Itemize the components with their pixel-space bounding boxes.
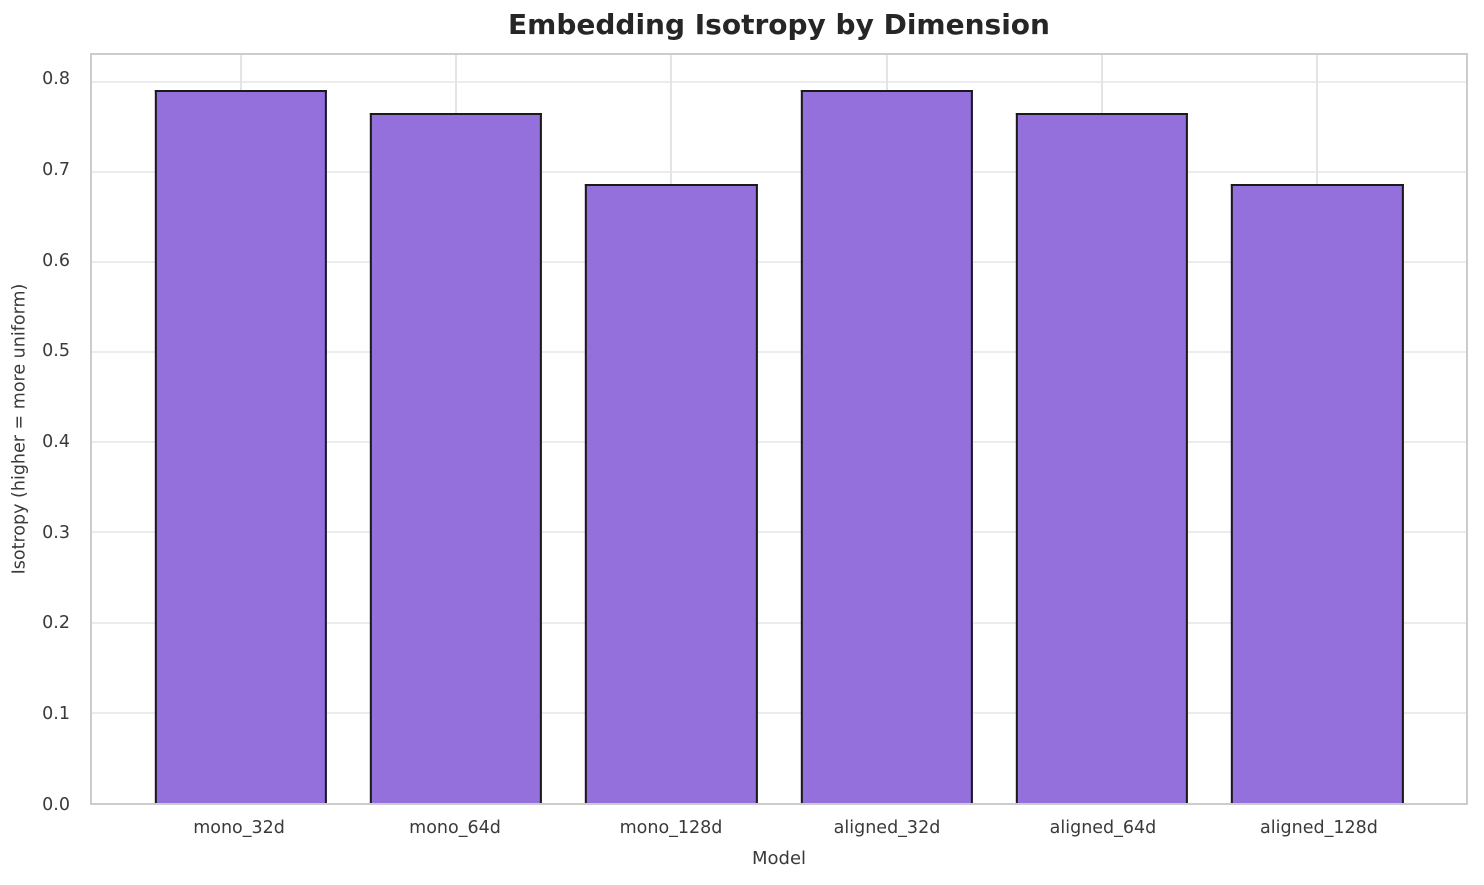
x-tick-label: mono_128d (619, 818, 723, 838)
h-gridline (92, 441, 1466, 444)
h-gridline (92, 80, 1466, 83)
chart-title: Embedding Isotropy by Dimension (508, 8, 1050, 41)
h-gridline (92, 351, 1466, 354)
bar-aligned_32d (800, 89, 973, 803)
bar-aligned_64d (1015, 113, 1189, 803)
x-tick-label: aligned_128d (1260, 818, 1378, 838)
y-tick-label: 0.3 (42, 522, 70, 543)
x-axis-ticks: mono_32d mono_64d mono_128d aligned_32d alig… (90, 818, 1468, 842)
h-gridline (92, 260, 1466, 263)
y-tick-label: 0.7 (42, 159, 70, 180)
y-axis-ticks: 0.0 0.1 0.2 0.3 0.4 0.5 0.6 0.7 0.8 (0, 53, 80, 812)
x-axis-label: Model (751, 848, 807, 869)
bar-mono_128d (585, 184, 758, 803)
plot-area (90, 53, 1468, 805)
bar-mono_32d (154, 89, 327, 803)
bar-aligned_128d (1231, 184, 1404, 803)
bar-mono_64d (369, 113, 543, 803)
y-tick-label: 0.0 (42, 794, 70, 815)
h-gridline (92, 170, 1466, 173)
h-gridline (92, 711, 1466, 714)
x-tick-label: mono_32d (193, 818, 285, 838)
x-tick-label: mono_64d (409, 818, 501, 838)
y-tick-label: 0.6 (42, 250, 70, 271)
x-tick-label: aligned_32d (833, 818, 941, 838)
h-gridline (92, 531, 1466, 534)
y-tick-label: 0.8 (42, 69, 70, 89)
y-tick-label: 0.5 (42, 340, 70, 361)
y-tick-label: 0.2 (42, 612, 70, 633)
y-tick-label: 0.1 (42, 703, 70, 724)
h-gridline (92, 621, 1466, 624)
y-tick-label: 0.4 (42, 431, 70, 452)
x-tick-label: aligned_64d (1049, 818, 1157, 838)
